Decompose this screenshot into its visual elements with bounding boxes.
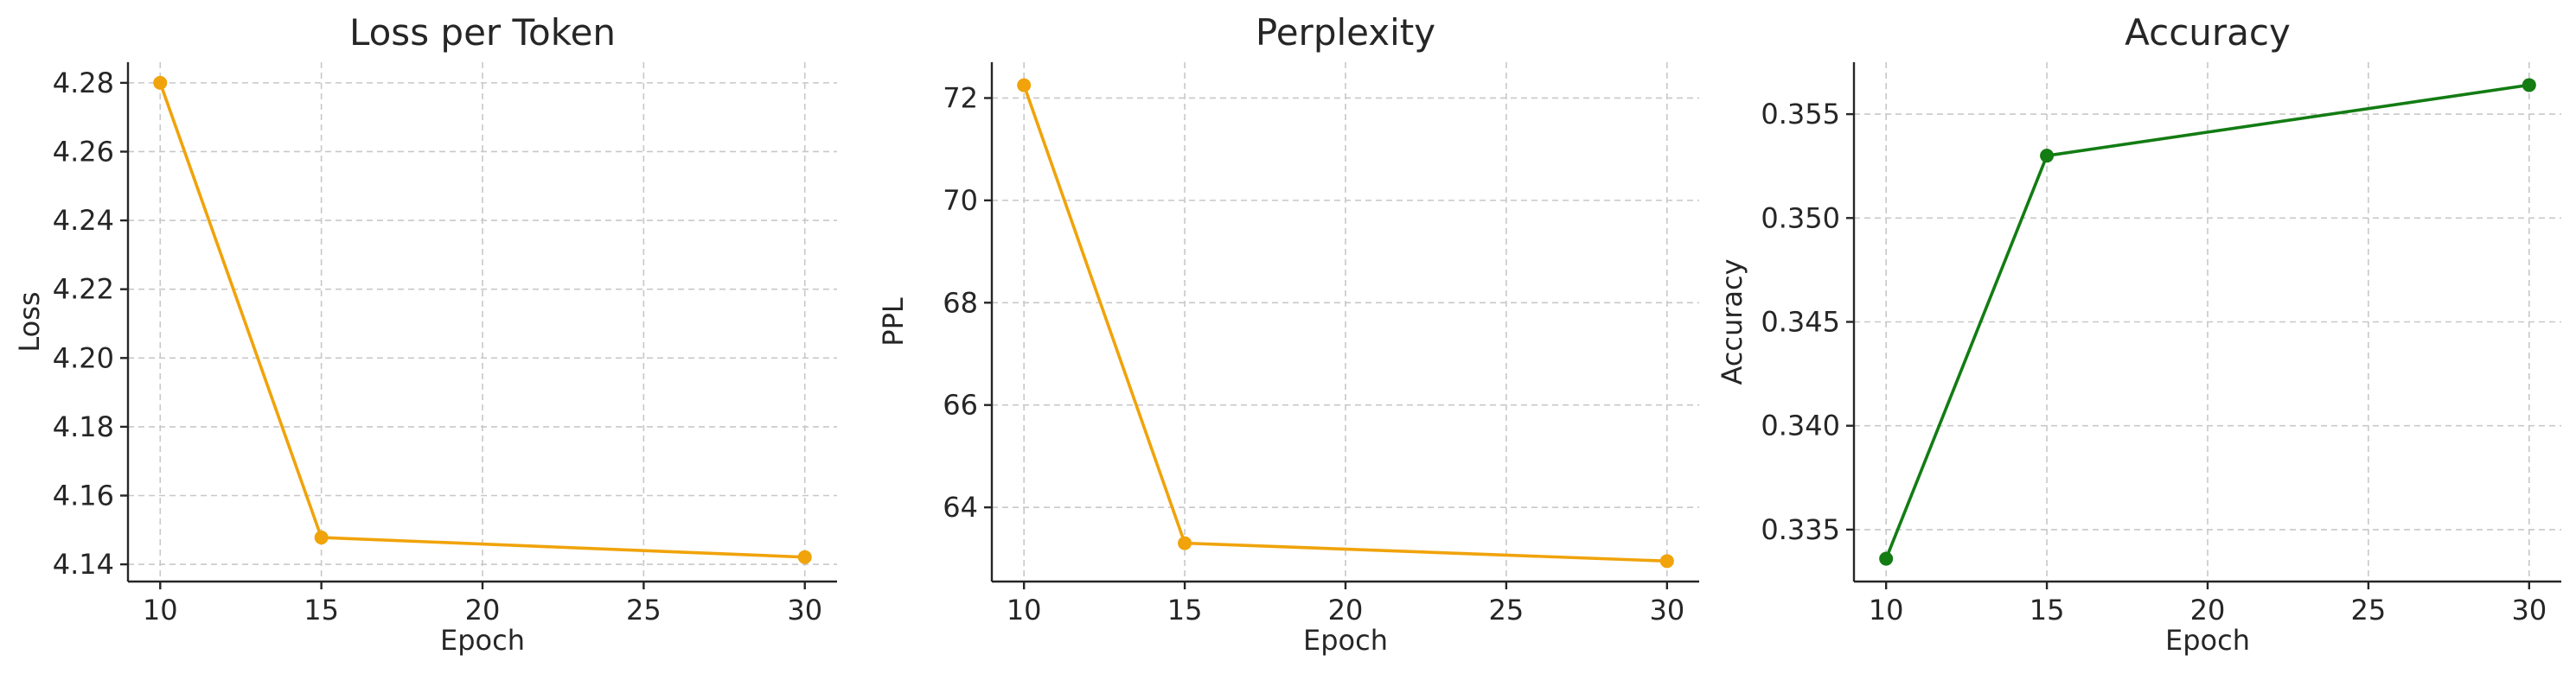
- x-tick-label: 25: [2351, 594, 2387, 626]
- x-tick-label: 15: [2029, 594, 2065, 626]
- data-point-1: [2040, 149, 2055, 163]
- y-axis-label: PPL: [877, 297, 910, 347]
- series-line-0: [158, 82, 805, 559]
- y-tick-label: 0.335: [1761, 513, 1840, 546]
- x-axis-label: Epoch: [2165, 624, 2250, 657]
- x-tick-label: 25: [626, 594, 662, 626]
- y-tick-label: 0.340: [1761, 410, 1840, 442]
- x-tick-label: 25: [1489, 594, 1525, 626]
- x-tick-label: 10: [1007, 594, 1042, 626]
- x-tick-label: 30: [1649, 594, 1684, 626]
- y-tick-label: 4.20: [53, 341, 114, 374]
- chart-title: Loss per Token: [349, 11, 616, 54]
- y-tick-label: 4.22: [53, 273, 114, 306]
- data-point-1: [314, 531, 329, 545]
- x-tick-label: 10: [143, 594, 178, 626]
- x-axis-label: Epoch: [1303, 624, 1388, 657]
- y-axis-label: Accuracy: [1716, 258, 1748, 385]
- chart-panel-3: 10 15 20 25 30 0.335 0.340 0.345 0.350 0.355 Accur…: [1716, 11, 2561, 657]
- chart-title: Accuracy: [2125, 11, 2291, 54]
- x-tick-label: 30: [787, 594, 822, 626]
- y-tick-label: 0.350: [1761, 201, 1840, 234]
- y-tick-label: 72: [943, 81, 978, 114]
- y-tick-label: 4.26: [53, 135, 114, 168]
- data-point-2: [1659, 554, 1674, 569]
- x-tick-label: 15: [1167, 594, 1203, 626]
- x-tick-label: 30: [2511, 594, 2547, 626]
- chart-title: Perplexity: [1256, 11, 1435, 54]
- data-point-1: [1178, 536, 1192, 550]
- y-tick-label: 4.24: [53, 204, 114, 237]
- y-tick-label: 68: [943, 286, 978, 319]
- y-tick-label: 0.345: [1761, 306, 1840, 339]
- x-tick-label: 20: [465, 594, 501, 626]
- y-tick-label: 4.16: [53, 479, 114, 512]
- data-point-2: [797, 550, 812, 564]
- y-tick-label: 66: [943, 389, 978, 422]
- y-tick-label: 4.14: [53, 548, 114, 581]
- x-axis-label: Epoch: [440, 624, 525, 657]
- x-tick-label: 20: [2190, 594, 2226, 626]
- data-point-0: [1017, 78, 1032, 92]
- x-tick-label: 15: [304, 594, 339, 626]
- data-point-0: [1879, 551, 1894, 566]
- data-point-2: [2522, 78, 2536, 92]
- x-tick-label: 10: [1869, 594, 1904, 626]
- y-tick-label: 4.18: [53, 410, 114, 443]
- y-axis-label: Loss: [13, 291, 46, 352]
- y-tick-label: 0.355: [1761, 98, 1840, 130]
- data-point-0: [153, 75, 168, 90]
- x-tick-label: 20: [1328, 594, 1364, 626]
- y-tick-label: 64: [943, 491, 978, 524]
- y-tick-label: 70: [943, 184, 978, 217]
- y-tick-label: 4.28: [53, 67, 114, 99]
- chart-panel-1: 10 15 20 25 30 4.14 4.16 4.18 4.20 4.22 4.24 4.26 4.…: [13, 11, 837, 657]
- chart-panel-2: 10 15 20 25 30 64 66 68 70 72 Perplexity Epoch PPL: [877, 11, 1699, 657]
